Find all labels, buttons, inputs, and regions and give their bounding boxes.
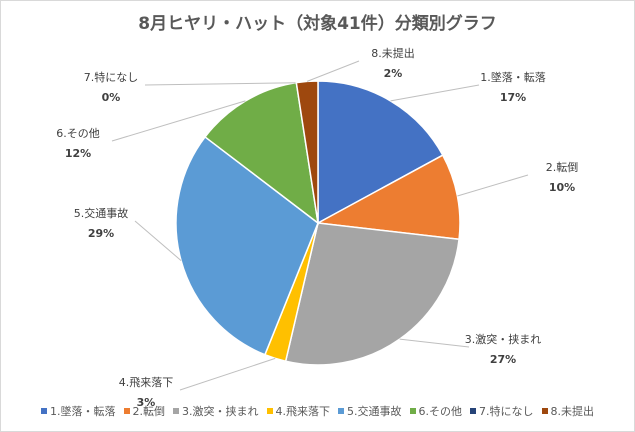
data-label-category-6: 6.その他 (56, 127, 100, 140)
data-label-percent-2: 10% (549, 181, 575, 194)
legend-swatch-2 (123, 408, 130, 414)
legend-item-6: 6.その他 (409, 403, 463, 419)
data-label-category-4: 4.飛来落下 (119, 376, 174, 389)
legend-label-1: 1.墜落・転落 (50, 405, 116, 418)
data-label-category-2: 2.転倒 (546, 161, 579, 174)
legend-label-8: 8.未提出 (550, 405, 595, 418)
legend-item-4: 4.飛来落下 (266, 403, 331, 419)
leader-line-6 (111, 100, 246, 142)
pie-slice-5 (175, 135, 319, 356)
leader-line-5 (134, 220, 182, 261)
legend-label-2: 2.転倒 (132, 405, 166, 418)
legend-swatch-3 (173, 408, 179, 414)
legend-item-1: 1.墜落・転落 (41, 403, 116, 419)
legend-label-3: 3.激突・挟まれ (182, 405, 259, 418)
data-label-percent-6: 12% (65, 147, 91, 160)
legend-swatch-8 (541, 408, 548, 414)
data-label-category-5: 5.交通事故 (74, 206, 129, 220)
data-label-category-1: 1.墜落・転落 (480, 70, 546, 84)
legend-item-7: 7.特になし (470, 403, 534, 419)
legend-label-4: 4.飛来落下 (275, 405, 331, 418)
leader-line-2 (457, 174, 529, 197)
legend-label-6: 6.その他 (418, 405, 463, 418)
legend: 1.墜落・転落 2.転倒 3.激突・挟まれ 4.飛来落下 5.交通事故 6.その他 7.特に… (1, 403, 634, 419)
data-label-percent-5: 29% (88, 227, 114, 240)
leader-line-7 (144, 82, 297, 86)
leader-line-3 (399, 338, 470, 348)
legend-swatch-7 (470, 408, 476, 414)
legend-item-2: 2.転倒 (123, 403, 166, 419)
chart-title: 8月ヒヤリ・ハット（対象41件）分類別グラフ (138, 14, 497, 34)
legend-swatch-1 (41, 408, 47, 414)
legend-item-8: 8.未提出 (541, 403, 595, 419)
data-label-category-7: 7.特になし (84, 70, 139, 84)
leader-line-4 (179, 357, 276, 391)
leader-line-8 (306, 60, 360, 82)
legend-label-7: 7.特になし (479, 405, 534, 418)
data-label-percent-8: 2% (384, 67, 403, 80)
data-label-category-8: 8.未提出 (371, 46, 415, 60)
data-label-category-3: 3.激突・挟まれ (465, 332, 542, 346)
legend-swatch-5 (338, 408, 344, 414)
pie-slice-1 (317, 80, 444, 225)
legend-swatch-4 (266, 408, 273, 414)
pie-slice-3 (284, 222, 460, 366)
pie-slice-2 (315, 154, 461, 241)
data-label-percent-3: 27% (490, 353, 516, 366)
legend-label-5: 5.交通事故 (347, 405, 402, 418)
pie-slice-6 (204, 81, 320, 225)
data-label-percent-4: 3% (137, 396, 156, 409)
data-label-percent-1: 17% (500, 91, 526, 104)
leader-line-1 (390, 84, 480, 102)
legend-item-3: 3.激突・挟まれ (173, 403, 259, 419)
legend-swatch-6 (409, 408, 416, 414)
legend-item-5: 5.交通事故 (338, 403, 402, 419)
data-label-percent-7: 0% (102, 91, 121, 104)
